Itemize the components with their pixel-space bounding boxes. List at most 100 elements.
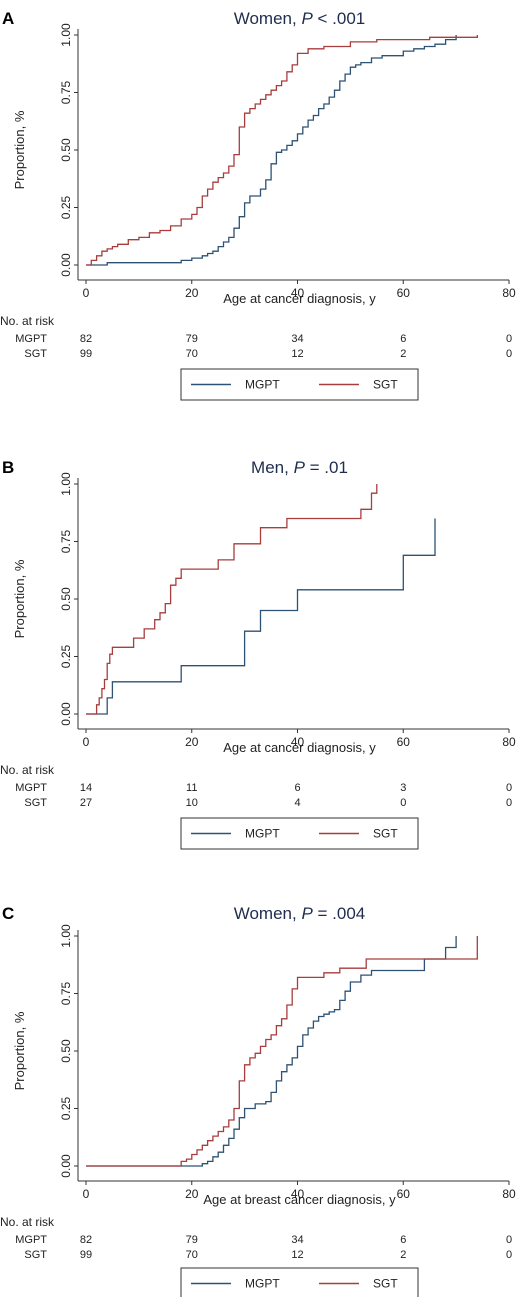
chart-title-p: P [294,458,306,477]
y-tick-label: 1.00 [59,472,73,496]
risk-table-heading: No. at risk [0,763,55,777]
x-tick-label: 0 [83,1187,90,1201]
y-axis-label: Proportion, % [12,1011,27,1090]
risk-row-name: SGT [24,348,47,360]
risk-value: 2 [400,1249,406,1261]
chart-title-rest: < .001 [313,9,365,28]
risk-value: 0 [506,797,512,809]
legend-label-mgpt: MGPT [245,378,280,392]
x-tick-label: 60 [397,286,411,300]
risk-value: 10 [186,797,198,809]
risk-value: 79 [186,1234,198,1246]
x-axis-label: Age at cancer diagnosis, y [223,291,376,306]
risk-value: 0 [506,333,512,345]
risk-value: 6 [400,333,406,345]
y-tick-label: 0.50 [59,138,73,162]
risk-row-name: MGPT [15,333,47,345]
chart-panel-b: B Men, P = .010.000.250.500.751.000 20 40 60… [0,458,516,850]
risk-value: 0 [506,1249,512,1261]
risk-value: 4 [294,797,300,809]
panel-label: A [2,9,14,28]
series-line-sgt [86,484,378,715]
chart-title: Women, P < .001 [234,9,366,28]
risk-value: 70 [186,1249,198,1261]
x-tick-label: 40 [291,286,305,300]
risk-row-name: MGPT [15,1234,47,1246]
x-tick-label: 60 [397,1187,411,1201]
x-tick-label: 0 [83,286,90,300]
x-tick-label: 80 [502,735,516,749]
risk-value: 99 [80,348,92,360]
y-tick-label: 0.75 [59,80,73,104]
chart-title-main: Women, [234,9,302,28]
y-axis-label: Proportion, % [12,559,27,638]
risk-value: 82 [80,1234,92,1246]
x-tick-label: 60 [397,735,411,749]
y-tick-label: 0.75 [59,529,73,553]
risk-value: 27 [80,797,92,809]
legend-label-mgpt: MGPT [245,1277,280,1291]
y-tick-label: 1.00 [59,924,73,948]
risk-table-heading: No. at risk [0,314,55,328]
x-tick-label: 20 [185,735,199,749]
risk-value: 0 [506,348,512,360]
y-tick-label: 1.00 [59,23,73,47]
y-tick-label: 0.25 [59,1096,73,1120]
risk-value: 12 [291,1249,303,1261]
risk-value: 34 [291,1234,303,1246]
panel-label: B [2,458,14,477]
panel-label: C [2,904,14,923]
chart-title-rest: = .004 [313,904,365,923]
risk-value: 14 [80,782,92,794]
y-axis-label: Proportion, % [12,110,27,189]
risk-value: 82 [80,333,92,345]
x-tick-label: 40 [291,735,305,749]
risk-value: 0 [506,782,512,794]
risk-value: 34 [291,333,303,345]
legend-label-sgt: SGT [373,378,398,392]
x-tick-label: 40 [291,1187,305,1201]
risk-row-name: SGT [24,797,47,809]
chart-title: Women, P = .004 [234,904,366,923]
x-tick-label: 0 [83,735,90,749]
chart-title-p: P [301,904,313,923]
risk-table-heading: No. at risk [0,1215,55,1229]
risk-value: 2 [400,348,406,360]
legend-label-mgpt: MGPT [245,827,280,841]
risk-value: 3 [400,782,406,794]
risk-value: 0 [400,797,406,809]
legend-label-sgt: SGT [373,827,398,841]
risk-value: 0 [506,1234,512,1246]
x-axis-label: Age at cancer diagnosis, y [223,740,376,755]
x-tick-label: 80 [502,286,516,300]
legend-box [180,817,419,850]
risk-value: 11 [186,782,197,794]
risk-value: 6 [400,1234,406,1246]
x-tick-label: 20 [185,286,199,300]
x-tick-label: 20 [185,1187,199,1201]
risk-row-name: MGPT [15,782,47,794]
x-axis-label: Age at breast cancer diagnosis, y [203,1192,396,1207]
series-line-mgpt [86,936,457,1167]
series-line-sgt [86,936,478,1167]
chart-title-main: Men, [251,458,294,477]
y-tick-label: 0.25 [59,644,73,668]
y-tick-label: 0.50 [59,1039,73,1063]
y-tick-label: 0.00 [59,702,73,726]
chart-title-rest: = .01 [305,458,348,477]
risk-row-name: SGT [24,1249,47,1261]
chart-title-p: P [301,9,313,28]
risk-value: 99 [80,1249,92,1261]
series-line-mgpt [86,518,436,715]
y-tick-label: 0.00 [59,1154,73,1178]
series-line-mgpt [86,35,457,266]
risk-value: 70 [186,348,198,360]
series-line-sgt [86,35,478,266]
y-tick-label: 0.50 [59,587,73,611]
risk-value: 12 [291,348,303,360]
chart-title-main: Women, [234,904,302,923]
